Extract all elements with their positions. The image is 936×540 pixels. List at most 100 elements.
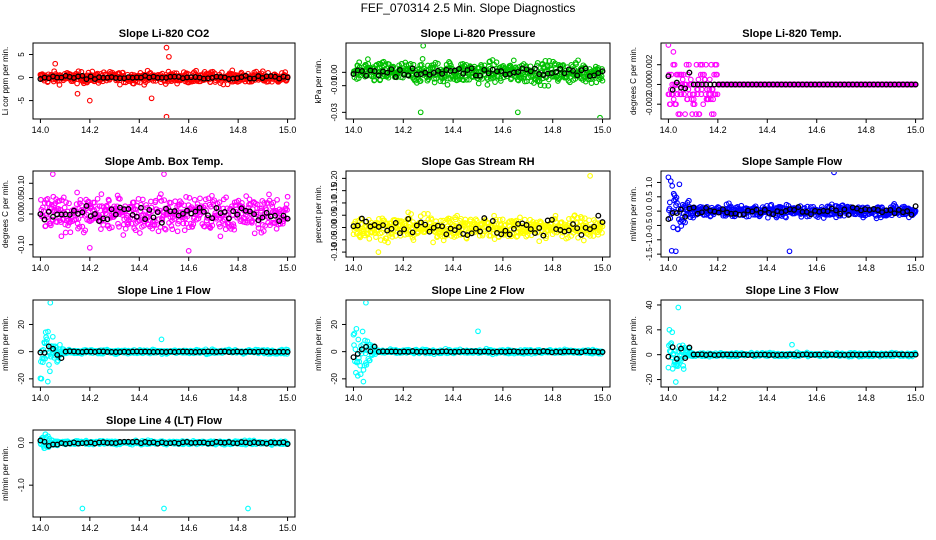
y-axis-label: ml/min per min.: [629, 316, 638, 371]
x-tick-label: 14.8: [544, 125, 562, 135]
data-point: [120, 232, 127, 238]
data-point: [670, 96, 677, 103]
black-point: [719, 206, 726, 213]
black-point: [150, 214, 157, 221]
data-point: [710, 96, 717, 103]
data-point: [42, 223, 49, 229]
data-point: [473, 217, 480, 224]
data-point: [687, 76, 694, 83]
data-point: [711, 71, 717, 78]
page-title: FEF_070314 2.5 Min. Slope Diagnostics: [360, 1, 576, 15]
outlier-point: [786, 248, 793, 255]
data-point: [475, 80, 482, 87]
black-point: [912, 81, 919, 88]
y-axis-label: ml/min per min.: [1, 316, 10, 371]
data-point: [680, 362, 687, 369]
data-point: [673, 101, 679, 108]
black-point: [460, 70, 467, 77]
black-point: [392, 73, 399, 80]
black-point: [665, 216, 672, 223]
black-point: [795, 204, 802, 211]
black-point: [456, 224, 462, 231]
data-point: [138, 201, 144, 208]
data-point: [106, 197, 112, 204]
data-point: [235, 211, 241, 217]
x-tick-label: 14.6: [808, 393, 826, 403]
y-tick-label: 0.10: [330, 195, 339, 211]
data-point: [552, 212, 559, 219]
data-point: [67, 229, 74, 236]
black-point: [586, 226, 593, 233]
data-point: [490, 230, 497, 237]
data-point: [706, 76, 713, 83]
data-point: [255, 225, 262, 231]
y-tick-label: 40: [645, 300, 654, 309]
black-point: [54, 351, 61, 358]
black-point: [740, 211, 747, 218]
black-point: [422, 69, 429, 76]
data-point: [46, 362, 52, 368]
black-point: [698, 209, 705, 216]
black-point: [276, 218, 283, 224]
black-point: [50, 345, 56, 352]
x-tick-label: 14.6: [494, 125, 512, 135]
black-point: [91, 211, 98, 217]
data-point: [508, 225, 514, 232]
data-point: [675, 226, 681, 233]
data-point: [709, 86, 716, 93]
outlier-point: [587, 173, 593, 179]
y-tick-label: -20: [17, 373, 26, 385]
black-point: [238, 205, 245, 212]
black-point: [678, 206, 684, 213]
black-point: [673, 210, 680, 217]
data-point: [697, 61, 704, 68]
black-point: [477, 72, 484, 79]
data-point: [674, 91, 681, 98]
x-tick-label: 14.2: [81, 393, 99, 403]
data-point: [51, 68, 58, 75]
y-tick-label: 20: [645, 325, 654, 334]
plot-frame: [345, 299, 611, 388]
black-point: [388, 225, 395, 232]
outlier-point: [86, 97, 93, 104]
data-point: [61, 204, 68, 211]
data-point: [209, 198, 216, 205]
x-tick-label: 14.0: [345, 393, 363, 403]
data-point: [492, 79, 498, 85]
outlier-point: [44, 378, 51, 385]
data-point: [174, 228, 181, 235]
black-point: [354, 350, 361, 357]
data-point: [94, 195, 101, 202]
x-tick-label: 14.8: [229, 393, 247, 403]
data-point: [573, 228, 579, 234]
black-point: [912, 203, 919, 210]
data-point: [435, 60, 441, 67]
data-point: [91, 199, 98, 206]
black-point: [280, 212, 287, 219]
black-point: [363, 72, 370, 79]
data-point: [678, 91, 685, 98]
x-tick-label: 14.2: [81, 263, 99, 273]
black-point: [87, 73, 94, 80]
black-point: [904, 208, 911, 215]
outlier-point: [86, 244, 93, 251]
data-point: [211, 197, 218, 204]
data-point: [484, 76, 491, 83]
black-point: [125, 206, 132, 212]
black-point: [591, 72, 598, 79]
data-point: [45, 328, 51, 335]
data-point: [98, 191, 105, 197]
black-point: [669, 86, 676, 93]
black-point: [472, 225, 479, 232]
black-point: [468, 65, 475, 72]
data-point: [115, 220, 121, 227]
data-point: [230, 223, 237, 230]
data-point: [109, 224, 115, 231]
black-point: [396, 67, 403, 73]
plot-frame: [345, 42, 611, 120]
black-point: [582, 65, 589, 72]
y-axis-label: Li cor ppm per min.: [1, 47, 10, 115]
black-point: [209, 215, 216, 222]
black-point: [230, 208, 237, 215]
black-point: [686, 69, 693, 76]
